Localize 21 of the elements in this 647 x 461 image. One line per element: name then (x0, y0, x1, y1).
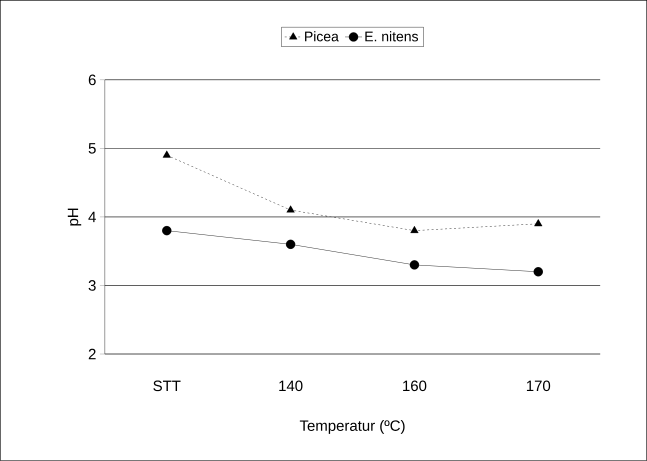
point (162, 150, 171, 158)
y-tick-label: 5 (88, 143, 96, 154)
point (410, 226, 419, 234)
y-tick-label: 3 (88, 280, 96, 291)
y-tick-label: 4 (88, 212, 96, 222)
point (162, 226, 172, 236)
point (534, 219, 542, 226)
legend-label: Picea (305, 31, 339, 42)
x-tick-label: 160 (403, 380, 426, 392)
y-tick-label: 2 (88, 348, 96, 360)
y-tick-label: 6 (88, 74, 96, 86)
y-axis-title: pH (68, 208, 82, 226)
x-axis-title: Temperatur (ºC) (300, 420, 405, 434)
x-tick-label: STT (153, 380, 181, 392)
point (534, 267, 543, 277)
point (410, 260, 420, 270)
point (286, 240, 296, 250)
point (286, 205, 295, 213)
legend-label: E. nitens (365, 31, 418, 42)
x-tick-label: 170 (526, 380, 550, 392)
x-tick-label: 140 (279, 380, 302, 392)
